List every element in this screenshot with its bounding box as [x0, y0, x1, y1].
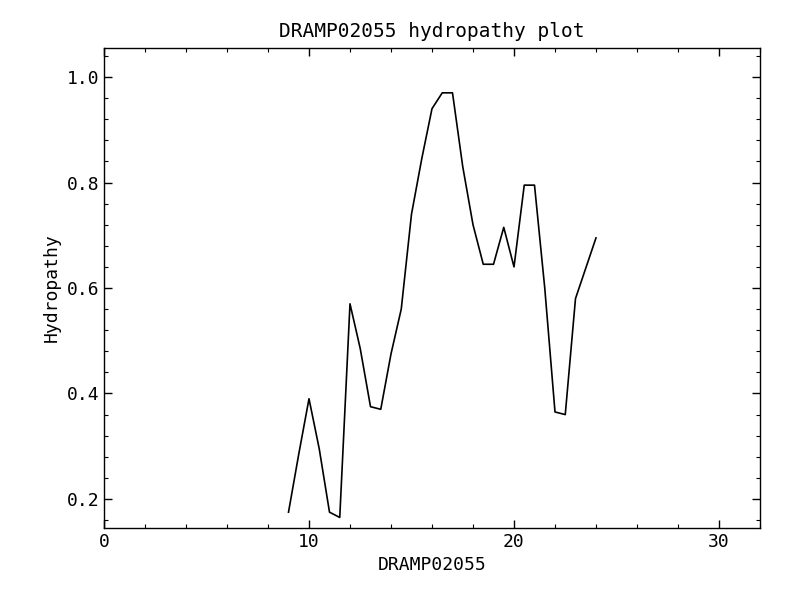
Y-axis label: Hydropathy: Hydropathy	[43, 233, 61, 343]
Title: DRAMP02055 hydropathy plot: DRAMP02055 hydropathy plot	[279, 22, 585, 41]
X-axis label: DRAMP02055: DRAMP02055	[378, 556, 486, 574]
